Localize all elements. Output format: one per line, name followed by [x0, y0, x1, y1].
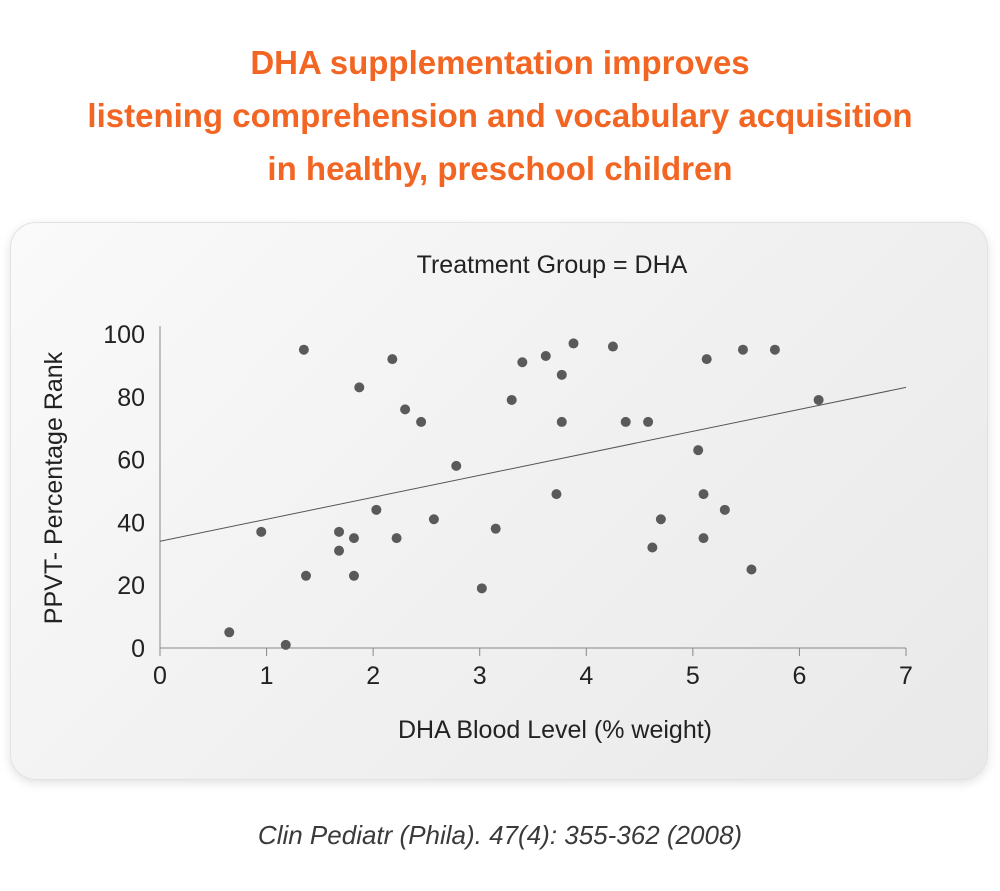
data-point — [719, 504, 730, 515]
data-point — [391, 533, 402, 544]
x-axis-label: DHA Blood Level (% weight) — [398, 716, 712, 744]
x-tick-label: 3 — [473, 662, 487, 690]
data-point — [301, 570, 312, 581]
data-point — [348, 533, 359, 544]
data-point — [540, 350, 551, 361]
data-point — [556, 369, 567, 380]
data-point — [620, 416, 631, 427]
x-tick-label: 6 — [792, 662, 806, 690]
axes — [159, 326, 907, 656]
data-point — [256, 526, 267, 537]
data-point — [451, 460, 462, 471]
data-point — [607, 341, 618, 352]
data-point — [416, 416, 427, 427]
data-point — [737, 344, 748, 355]
data-point — [298, 344, 309, 355]
data-point — [400, 404, 411, 415]
x-tick-label: 1 — [260, 662, 274, 690]
citation: Clin Pediatr (Phila). 47(4): 355-362 (20… — [257, 820, 743, 850]
data-point — [476, 583, 487, 594]
data-point — [643, 416, 654, 427]
data-point — [506, 394, 517, 405]
data-point — [334, 545, 345, 556]
data-point — [551, 489, 562, 500]
y-tick-label: 100 — [103, 321, 145, 349]
chart-card — [10, 222, 988, 780]
data-point — [655, 514, 666, 525]
data-point — [698, 489, 709, 500]
headline: DHA supplementation improves listening c… — [0, 36, 1000, 195]
y-tick-label: 20 — [117, 572, 145, 600]
x-tick-label: 2 — [366, 662, 380, 690]
x-tick-label: 5 — [686, 662, 700, 690]
data-point — [746, 564, 757, 575]
data-point — [371, 504, 382, 515]
data-point — [428, 514, 439, 525]
data-points — [224, 338, 824, 650]
data-point — [517, 357, 528, 368]
x-tick-label: 0 — [153, 662, 167, 690]
x-tick-label: 7 — [899, 662, 913, 690]
data-point — [568, 338, 579, 349]
y-tick-label: 0 — [131, 635, 145, 663]
headline-line-1: DHA supplementation improves — [250, 44, 750, 81]
data-point — [698, 533, 709, 544]
trendline-group — [159, 386, 907, 542]
data-point — [334, 526, 345, 537]
y-tick-label: 60 — [117, 447, 145, 475]
y-tick-label: 80 — [117, 384, 145, 412]
chart-title: Treatment Group = DHA — [417, 251, 688, 279]
data-point — [354, 382, 365, 393]
trendline — [159, 386, 907, 542]
headline-line-3: in healthy, preschool children — [267, 150, 733, 187]
data-point — [693, 445, 704, 456]
y-tick-label: 40 — [117, 509, 145, 537]
x-tick-label: 4 — [579, 662, 593, 690]
data-point — [224, 627, 235, 638]
data-point — [813, 394, 824, 405]
y-axis-label: PPVT- Percentage Rank — [40, 351, 68, 624]
data-point — [490, 523, 501, 534]
headline-line-2: listening comprehension and vocabulary a… — [87, 97, 913, 134]
data-point — [348, 570, 359, 581]
tick-labels: 0 1 2 3 4 5 6 7 0 20 40 60 80 100 — [103, 321, 913, 690]
data-point — [647, 542, 658, 553]
data-point — [280, 639, 291, 650]
data-point — [701, 354, 712, 365]
data-point — [556, 416, 567, 427]
data-point — [769, 344, 780, 355]
data-point — [387, 354, 398, 365]
